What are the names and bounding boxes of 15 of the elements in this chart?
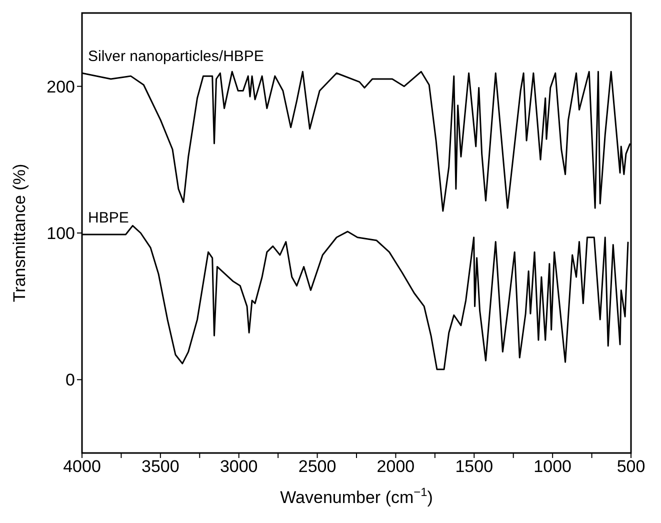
x-tick-label: 3500 — [142, 457, 180, 476]
y-tick-label: 100 — [46, 224, 75, 244]
x-tick-label: 3000 — [220, 457, 258, 476]
x-tick-label: 500 — [616, 457, 646, 476]
x-tick-label: 2500 — [298, 457, 336, 476]
x-tick-label: 1500 — [455, 457, 494, 476]
x-tick-label: 1000 — [534, 457, 572, 476]
x-axis-title: Wavenumber (cm$^{−1}$) — [280, 485, 433, 507]
y-tick-label: 0 — [66, 370, 75, 390]
x-tick-label: 4000 — [63, 457, 101, 476]
y-axis-title: Transmittance (%) — [10, 164, 30, 302]
x-tick-label: 2000 — [376, 457, 415, 476]
y-tick-label: 200 — [46, 77, 75, 96]
series-label: Silver nanoparticles/HBPE — [88, 48, 264, 66]
series-label: HBPE — [88, 209, 129, 226]
